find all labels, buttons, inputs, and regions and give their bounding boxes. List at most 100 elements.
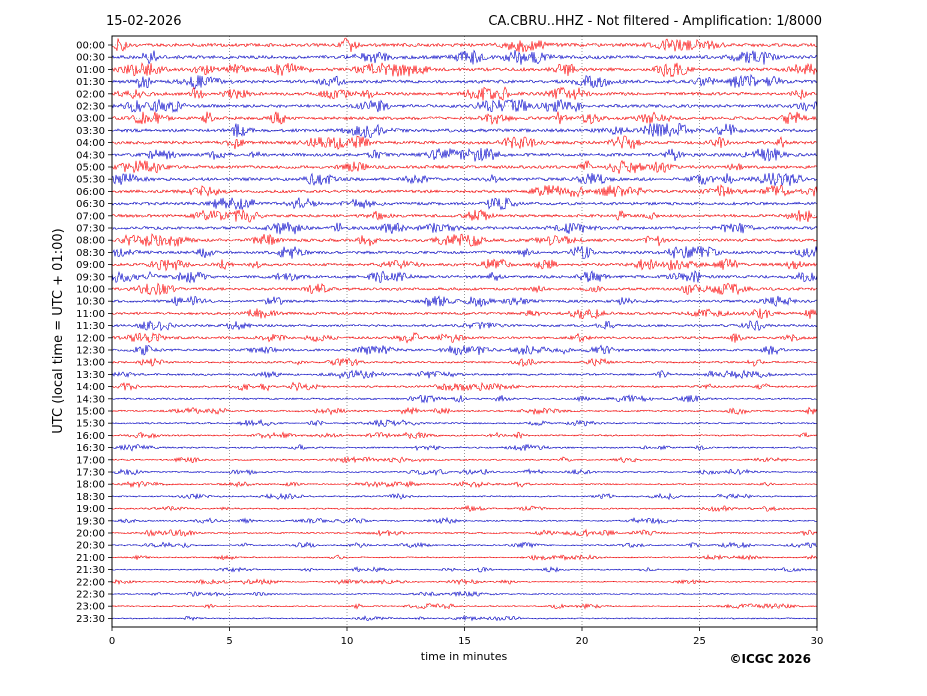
trace-row-0300 — [111, 111, 818, 125]
y-tick-label-3: 01:30 — [76, 77, 105, 88]
trace-row-0430 — [111, 147, 818, 162]
y-tick-label-37: 18:30 — [76, 492, 105, 503]
trace-row-0030 — [111, 49, 818, 65]
y-tick-label-14: 07:00 — [76, 211, 105, 222]
y-tick-label-39: 19:30 — [76, 516, 105, 527]
trace-row-0130 — [111, 73, 818, 90]
trace-row-1830 — [111, 492, 818, 501]
y-tick-label-36: 18:00 — [76, 480, 105, 491]
y-tick-label-44: 22:00 — [76, 577, 105, 588]
y-tick-label-5: 02:30 — [76, 102, 105, 113]
y-tick-label-41: 20:30 — [76, 541, 105, 552]
trace-row-0600 — [111, 184, 818, 198]
trace-row-1200 — [111, 331, 818, 344]
y-tick-label-47: 23:30 — [76, 614, 105, 625]
y-tick-label-0: 00:00 — [76, 41, 105, 52]
trace-row-1430 — [111, 394, 817, 404]
trace-row-0700 — [111, 208, 818, 223]
y-tick-label-11: 05:30 — [76, 175, 105, 186]
x-tick-label-3: 15 — [458, 636, 471, 647]
trace-row-2330 — [111, 615, 818, 622]
y-tick-label-1: 00:30 — [76, 53, 105, 64]
y-tick-label-12: 06:00 — [76, 187, 105, 198]
trace-row-1600 — [111, 431, 818, 440]
trace-row-1400 — [111, 381, 818, 392]
trace-row-0400 — [111, 135, 818, 150]
trace-row-2100 — [111, 553, 818, 561]
trace-lines — [111, 37, 818, 622]
y-tick-label-13: 06:30 — [76, 199, 105, 210]
y-tick-label-17: 08:30 — [76, 248, 105, 259]
trace-row-2000 — [111, 528, 818, 538]
x-tick-label-0: 0 — [109, 636, 115, 647]
trace-row-2300 — [111, 603, 818, 610]
x-tick-label-4: 20 — [576, 636, 589, 647]
date-label: 15-02-2026 — [106, 14, 182, 29]
trace-row-0230 — [111, 98, 818, 113]
y-tick-label-43: 21:30 — [76, 565, 105, 576]
y-tick-label-30: 15:00 — [76, 407, 105, 418]
plot-frame — [111, 35, 818, 628]
trace-row-0000 — [111, 37, 818, 53]
trace-row-1100 — [111, 308, 818, 320]
y-tick-label-40: 20:00 — [76, 529, 105, 540]
trace-row-1630 — [111, 443, 818, 452]
trace-row-1700 — [111, 455, 818, 464]
trace-row-1300 — [111, 357, 818, 368]
y-tick-label-20: 10:00 — [76, 285, 105, 296]
trace-row-1730 — [111, 468, 818, 476]
y-tick-label-38: 19:00 — [76, 504, 105, 515]
trace-row-2130 — [111, 566, 818, 573]
y-tick-label-9: 04:30 — [76, 150, 105, 161]
x-tick-label-6: 30 — [811, 636, 824, 647]
trace-row-1330 — [111, 369, 818, 380]
y-tick-label-19: 09:30 — [76, 272, 105, 283]
trace-row-0800 — [111, 233, 818, 247]
trace-row-1130 — [111, 320, 818, 332]
x-axis-label: time in minutes — [421, 650, 508, 663]
x-tick-label-1: 5 — [226, 636, 232, 647]
y-tick-label-25: 12:30 — [76, 346, 105, 357]
grid-lines — [112, 36, 817, 627]
trace-row-2200 — [111, 578, 818, 586]
trace-row-0930 — [111, 270, 818, 284]
trace-row-1000 — [111, 282, 818, 296]
y-tick-label-35: 17:30 — [76, 468, 105, 479]
copyright-label: ©ICGC 2026 — [729, 652, 811, 666]
trace-row-0830 — [111, 246, 818, 259]
trace-row-0100 — [111, 62, 818, 78]
chart-title: CA.CBRU..HHZ - Not filtered - Amplificat… — [488, 14, 822, 29]
x-axis-ticks: 0 5 10 15 20 25 30 — [109, 627, 824, 647]
y-tick-label-8: 04:00 — [76, 138, 105, 149]
trace-row-0200 — [111, 86, 818, 101]
trace-row-0530 — [111, 172, 818, 187]
y-axis-label: UTC (local time = UTC + 01:00) — [51, 228, 66, 433]
x-tick-label-5: 25 — [693, 636, 706, 647]
trace-row-2030 — [111, 541, 818, 549]
y-tick-label-46: 23:00 — [76, 602, 105, 613]
y-tick-label-2: 01:00 — [76, 65, 105, 76]
trace-row-1030 — [111, 295, 818, 308]
trace-row-2230 — [111, 590, 818, 598]
y-tick-label-18: 09:00 — [76, 260, 105, 271]
trace-row-1500 — [111, 406, 818, 416]
y-tick-label-32: 16:00 — [76, 431, 105, 442]
y-tick-label-31: 15:30 — [76, 419, 105, 430]
y-tick-label-42: 21:00 — [76, 553, 105, 564]
y-tick-label-29: 14:30 — [76, 394, 105, 405]
y-tick-label-16: 08:00 — [76, 236, 105, 247]
trace-row-0730 — [111, 221, 818, 235]
y-tick-label-23: 11:30 — [76, 321, 105, 332]
y-tick-label-6: 03:00 — [76, 114, 105, 125]
trace-row-1930 — [111, 516, 818, 525]
trace-row-0630 — [111, 197, 818, 211]
trace-row-1800 — [111, 480, 818, 489]
trace-row-0330 — [111, 123, 818, 139]
y-tick-label-7: 03:30 — [76, 126, 105, 137]
y-tick-label-27: 13:30 — [76, 370, 105, 381]
y-tick-label-33: 16:30 — [76, 443, 105, 454]
trace-row-1530 — [111, 418, 818, 428]
trace-row-0900 — [111, 258, 818, 272]
y-tick-label-45: 22:30 — [76, 590, 105, 601]
